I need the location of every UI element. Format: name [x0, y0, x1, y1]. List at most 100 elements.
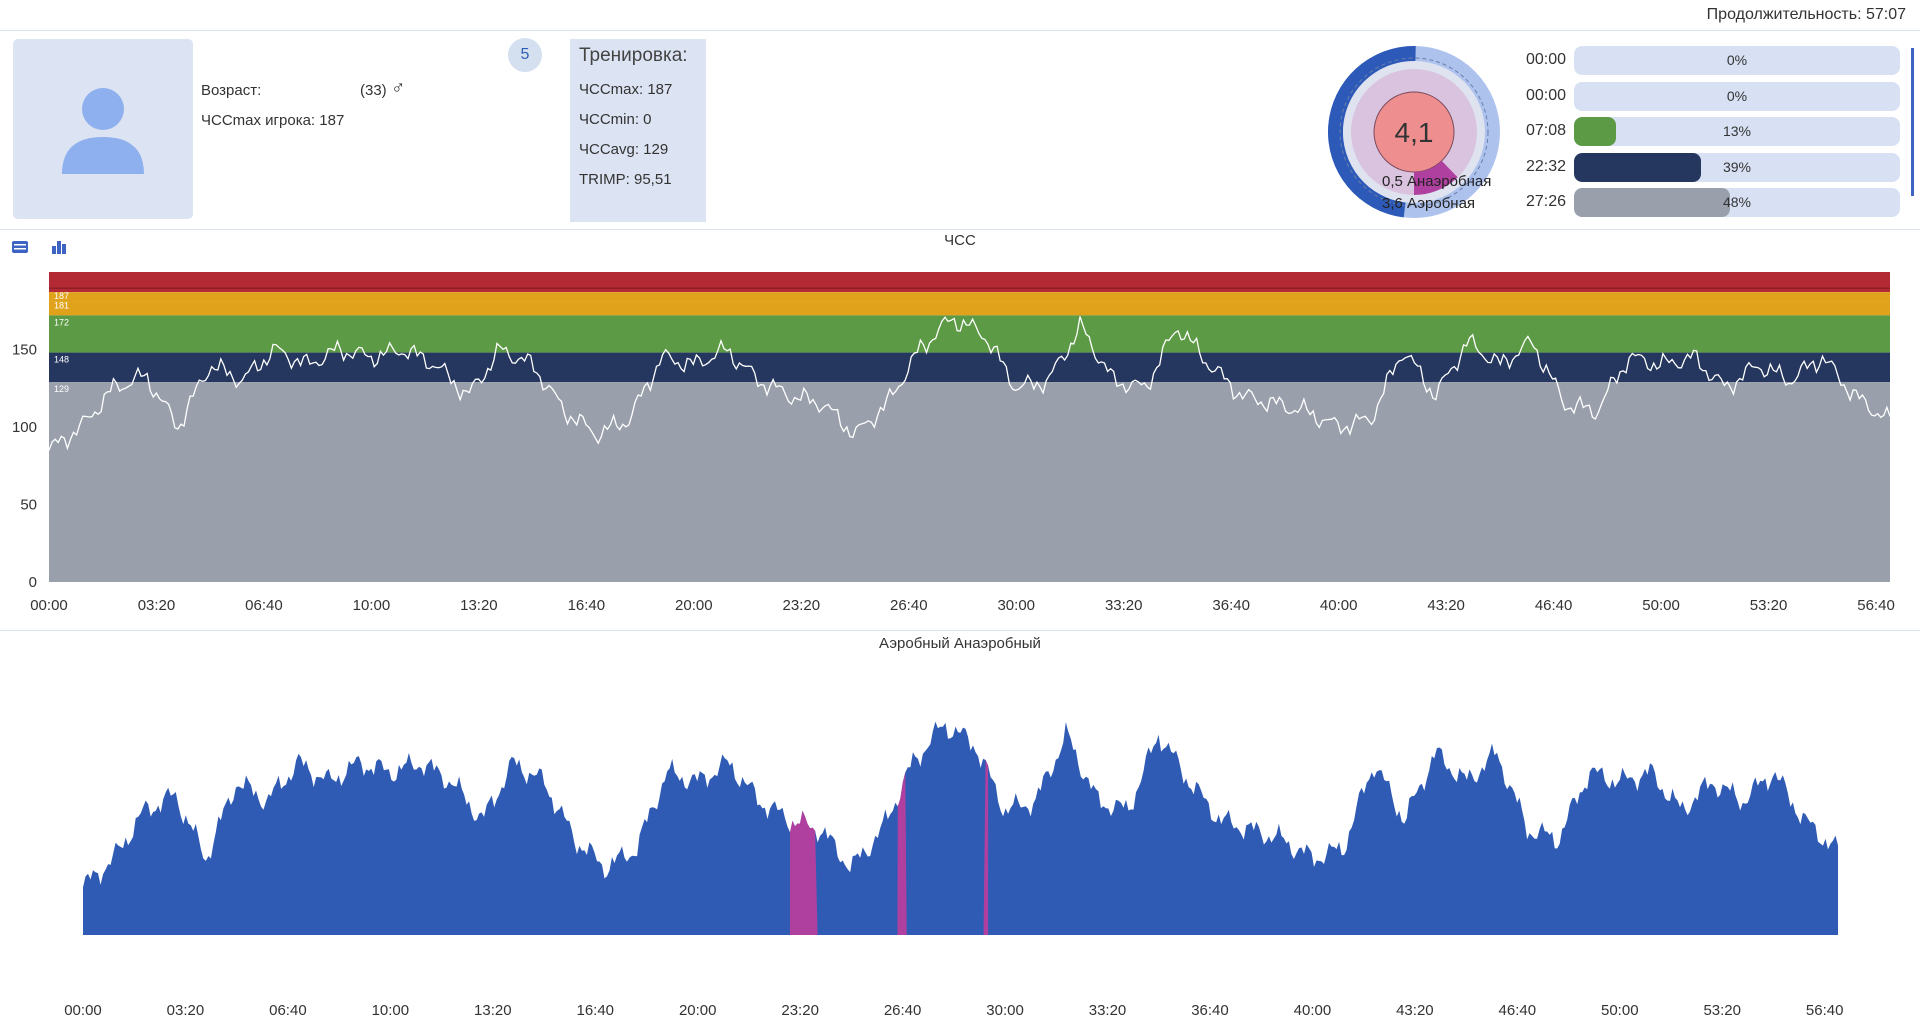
zone-band-gray — [49, 382, 1890, 582]
training-hravg: ЧССavg: 129 — [579, 141, 669, 158]
training-trimp: TRIMP: 95,51 — [579, 171, 672, 188]
x-tick-label: 40:00 — [1294, 1002, 1332, 1019]
donut-anaerobic-label: 0,5 Анаэробная — [1382, 173, 1492, 190]
zone-time: 00:00 — [1526, 86, 1567, 104]
anaerobic-area — [897, 772, 907, 935]
x-tick-label: 50:00 — [1601, 1002, 1639, 1019]
donut-aerobic-label: 3,6 Аэробная — [1382, 195, 1476, 212]
training-load-donut: 4,1 — [1328, 46, 1500, 218]
age-label: Возраст: — [201, 82, 262, 99]
x-tick-label: 03:20 — [167, 1002, 205, 1019]
x-tick-label: 13:20 — [460, 597, 498, 614]
zone-time: 27:26 — [1526, 193, 1567, 210]
x-tick-label: 13:20 — [474, 1002, 512, 1019]
x-tick-label: 30:00 — [986, 1002, 1024, 1019]
training-summary: Тренировка: ЧССmax: 187 ЧССmin: 0 ЧССavg… — [570, 39, 706, 222]
x-tick-label: 03:20 — [138, 597, 176, 614]
y-tick-label: 50 — [20, 497, 37, 514]
zone-time: 22:32 — [1526, 157, 1567, 175]
x-tick-label: 10:00 — [372, 1002, 410, 1019]
donut-aerobic-arc — [1328, 46, 1416, 218]
anaerobic-area — [789, 810, 818, 935]
zone-percent: 39% — [1722, 158, 1752, 175]
x-tick-label: 33:20 — [1105, 597, 1143, 614]
zone-bar: 0% — [1574, 81, 1900, 111]
aero-chart-title: Аэробный Анаэробный — [879, 635, 1041, 652]
x-tick-label: 30:00 — [997, 597, 1035, 614]
player-number-badge: 5 — [508, 38, 542, 72]
zone-bar: 0% — [1574, 46, 1900, 75]
anaerobic-area — [983, 760, 989, 935]
zone-bar: 39% — [1574, 152, 1900, 182]
zone-time: 00:00 — [1526, 51, 1567, 68]
x-tick-label: 10:00 — [353, 597, 391, 614]
x-tick-label: 23:20 — [781, 1002, 819, 1019]
x-tick-label: 40:00 — [1320, 597, 1358, 614]
donut-center-value: 4,1 — [1395, 117, 1434, 148]
x-tick-label: 36:40 — [1212, 597, 1250, 614]
x-tick-label: 46:40 — [1499, 1002, 1537, 1019]
x-tick-label: 53:20 — [1703, 1002, 1741, 1019]
zone-bar-fill — [1574, 152, 1702, 182]
zone-band-green — [49, 315, 1890, 353]
training-title: Тренировка: — [579, 45, 688, 66]
x-tick-label: 23:20 — [783, 597, 821, 614]
zone-threshold-label: 129 — [54, 384, 69, 394]
x-tick-label: 36:40 — [1191, 1002, 1229, 1019]
zone-time: 07:08 — [1526, 122, 1567, 139]
y-tick-label: 100 — [12, 419, 37, 436]
zone-band-red — [49, 272, 1890, 293]
avatar — [13, 39, 193, 219]
zone-band-navy — [49, 352, 1890, 383]
player-hrmax: ЧССmax игрока: 187 — [201, 112, 345, 129]
aerobic-area — [83, 721, 1838, 935]
zone-band-orange — [49, 301, 1890, 316]
x-tick-label: 56:40 — [1806, 1002, 1844, 1019]
zone-threshold-label: 172 — [54, 317, 69, 327]
x-tick-label: 16:40 — [568, 597, 606, 614]
zone-percent: 13% — [1722, 123, 1752, 139]
zone-percent: 0% — [1726, 52, 1748, 68]
x-tick-label: 50:00 — [1642, 597, 1680, 614]
hr-chart-title: ЧСС — [944, 232, 976, 249]
x-tick-label: 06:40 — [269, 1002, 307, 1019]
x-tick-label: 00:00 — [64, 1002, 102, 1019]
x-tick-label: 20:00 — [675, 597, 713, 614]
zone-threshold-label: 187 — [54, 291, 69, 301]
zone-band-orange — [49, 292, 1890, 302]
training-hrmin: ЧССmin: 0 — [579, 111, 652, 128]
age-value: (33) — [360, 82, 387, 99]
zone-band-line — [49, 287, 1890, 289]
aero-anaero-chart: 00:00 03:20 06:40 10:00 13:20 16:40 20:00 23:20… — [64, 721, 1844, 1019]
zone-threshold-label: 181 — [54, 300, 69, 310]
x-tick-label: 53:20 — [1750, 597, 1788, 614]
x-tick-label: 00:00 — [30, 597, 68, 614]
top-bar: Продолжительность: 57:07 — [0, 0, 1920, 31]
zone-threshold-label: 148 — [54, 355, 69, 365]
x-tick-label: 16:40 — [576, 1002, 614, 1019]
male-icon: ♂ — [391, 78, 406, 99]
zone-bar: 13% — [1574, 117, 1900, 146]
chart-separator — [0, 630, 1920, 631]
x-tick-label: 43:20 — [1396, 1002, 1434, 1019]
user-avatar-icon — [62, 88, 144, 174]
x-tick-label: 26:40 — [884, 1002, 922, 1019]
training-hrmax: ЧССmax: 187 — [579, 81, 673, 98]
x-tick-label: 33:20 — [1089, 1002, 1127, 1019]
bar-view-button[interactable] — [50, 238, 68, 261]
bar-chart-icon — [52, 241, 66, 254]
x-tick-label: 43:20 — [1427, 597, 1465, 614]
hr-series-line — [48, 316, 1891, 451]
donut-anaerobic-arc — [1414, 160, 1458, 195]
x-tick-label: 46:40 — [1535, 597, 1573, 614]
scrollbar[interactable] — [1911, 48, 1914, 196]
y-tick-label: 0 — [29, 574, 37, 591]
zone-bar-fill — [1574, 188, 1731, 217]
x-tick-label: 26:40 — [890, 597, 928, 614]
donut-dashed-ring — [1339, 57, 1489, 207]
player-header-panel — [0, 31, 1920, 230]
zone-bar: 48% — [1574, 188, 1900, 217]
table-view-button[interactable] — [11, 238, 29, 261]
x-tick-label: 56:40 — [1857, 597, 1895, 614]
